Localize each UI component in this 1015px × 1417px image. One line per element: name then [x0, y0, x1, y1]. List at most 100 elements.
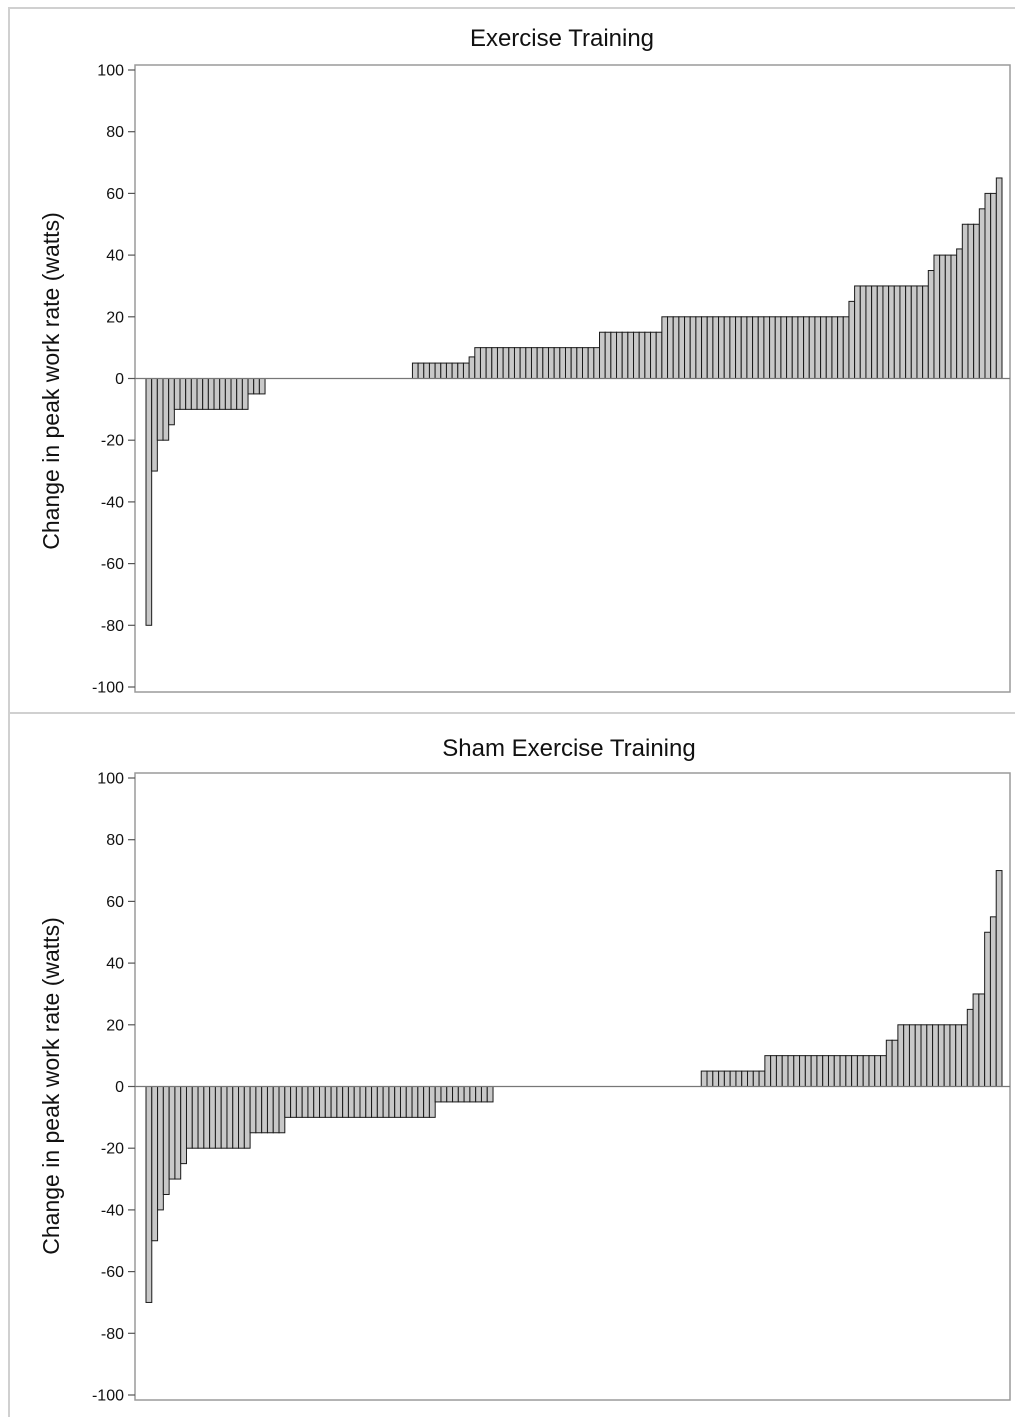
bar — [445, 362, 453, 380]
bar — [718, 316, 725, 379]
bar — [236, 378, 243, 410]
bar — [479, 347, 487, 379]
bar — [593, 347, 601, 379]
bar — [457, 362, 464, 380]
bar — [763, 316, 771, 379]
bar — [570, 347, 578, 379]
bar — [803, 316, 810, 379]
bar — [261, 1086, 268, 1134]
bar — [804, 1055, 812, 1087]
y-tick-label: 40 — [106, 956, 124, 973]
bar — [786, 316, 793, 379]
bar — [486, 1086, 494, 1103]
bar — [961, 1024, 968, 1087]
bar — [780, 316, 788, 379]
bar — [480, 1086, 488, 1103]
bar — [752, 1070, 760, 1088]
bar — [810, 1055, 818, 1087]
bar — [145, 1086, 153, 1303]
bar — [712, 1070, 720, 1088]
bar — [307, 1086, 315, 1118]
bar — [933, 254, 941, 380]
bar — [359, 1086, 367, 1118]
bar — [168, 1086, 176, 1180]
bar — [243, 1086, 251, 1149]
y-tick-label: 0 — [115, 1079, 124, 1096]
bar — [874, 1055, 882, 1087]
bar — [185, 378, 192, 410]
bar — [238, 1086, 245, 1149]
bar — [191, 1086, 199, 1149]
bar — [319, 1086, 326, 1118]
bar — [973, 223, 980, 379]
bar — [249, 1086, 257, 1134]
bar — [910, 285, 918, 380]
bar — [382, 1086, 390, 1118]
bar — [984, 192, 992, 379]
bar — [701, 316, 708, 379]
bar — [903, 1024, 910, 1087]
bar — [266, 1086, 274, 1134]
bar — [508, 347, 515, 379]
bar — [247, 378, 255, 395]
bar — [967, 223, 975, 379]
bar — [799, 1055, 806, 1087]
exercise-training-chart-panel: Exercise Training Change in peak work ra… — [8, 7, 1015, 712]
bar — [684, 316, 691, 379]
bar — [950, 254, 958, 380]
bar — [604, 331, 612, 380]
y-tick-label: 80 — [106, 124, 124, 141]
bar — [990, 192, 997, 379]
bar — [916, 285, 924, 380]
bar — [905, 285, 912, 380]
y-axis-label: Change in peak work rate (watts) — [38, 212, 64, 550]
bar — [226, 1086, 234, 1149]
bar — [157, 1086, 164, 1211]
bar — [253, 378, 260, 395]
bar — [831, 316, 839, 379]
y-tick-label: -60 — [101, 556, 124, 573]
bar — [764, 1055, 772, 1087]
bar — [723, 316, 731, 379]
bar — [219, 378, 226, 410]
bar — [822, 1055, 829, 1087]
bar — [972, 993, 980, 1088]
bar — [353, 1086, 361, 1118]
bar — [162, 1086, 170, 1195]
bar — [330, 1086, 338, 1118]
bar — [746, 316, 754, 379]
bar — [241, 378, 249, 410]
bar — [897, 1024, 905, 1087]
bar — [434, 362, 442, 380]
bar — [747, 1070, 754, 1088]
bar — [871, 285, 878, 380]
bar — [190, 378, 198, 410]
bar — [735, 316, 742, 379]
bar — [434, 1086, 442, 1103]
bar — [833, 1055, 841, 1087]
bar — [995, 870, 1003, 1087]
bar — [922, 285, 929, 380]
bar — [633, 331, 640, 380]
bar — [347, 1086, 355, 1118]
bar — [774, 316, 782, 379]
bar — [859, 285, 867, 380]
bar — [848, 300, 856, 379]
bar — [955, 1024, 963, 1087]
y-tick-label: 20 — [106, 1017, 124, 1034]
bar — [324, 1086, 332, 1118]
y-tick-label: 60 — [106, 186, 124, 203]
bar — [808, 316, 816, 379]
bar — [411, 362, 419, 380]
bar — [984, 931, 991, 1087]
bar — [272, 1086, 280, 1134]
y-tick-label: 0 — [115, 371, 124, 388]
bar — [151, 378, 158, 472]
bar — [661, 316, 669, 379]
bar — [621, 331, 629, 380]
y-tick-label: -100 — [92, 680, 124, 697]
bar — [791, 316, 799, 379]
bar — [937, 1024, 945, 1087]
bar — [667, 316, 674, 379]
bar — [854, 285, 861, 380]
